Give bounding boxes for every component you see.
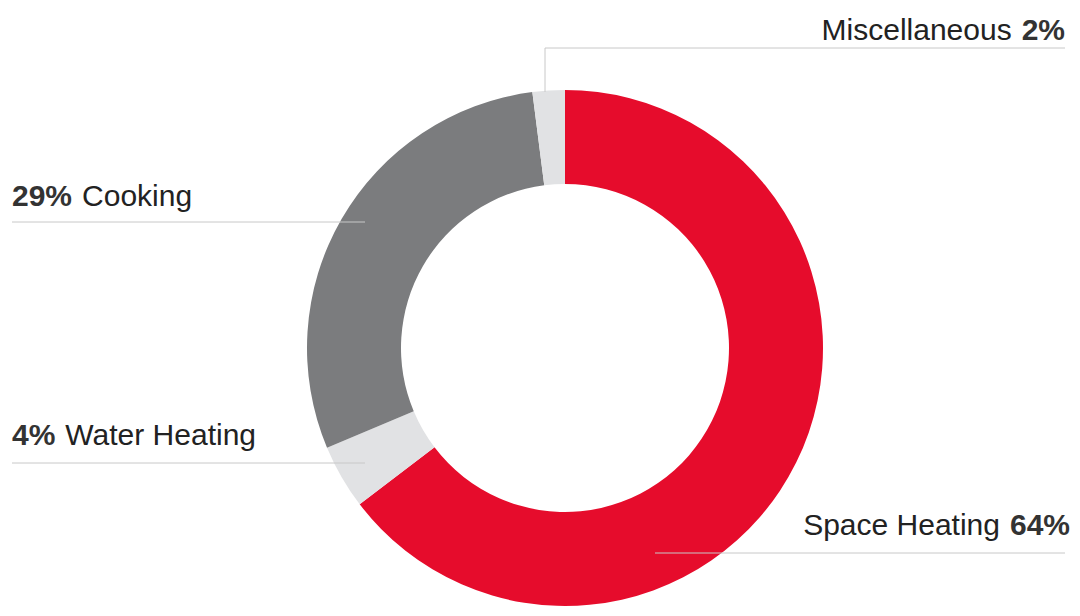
svg-text:4%Water Heating: 4%Water Heating xyxy=(12,418,256,451)
svg-text:Miscellaneous2%: Miscellaneous2% xyxy=(822,13,1065,46)
svg-text:Space Heating64%: Space Heating64% xyxy=(803,508,1070,541)
svg-text:29%Cooking: 29%Cooking xyxy=(12,179,192,212)
